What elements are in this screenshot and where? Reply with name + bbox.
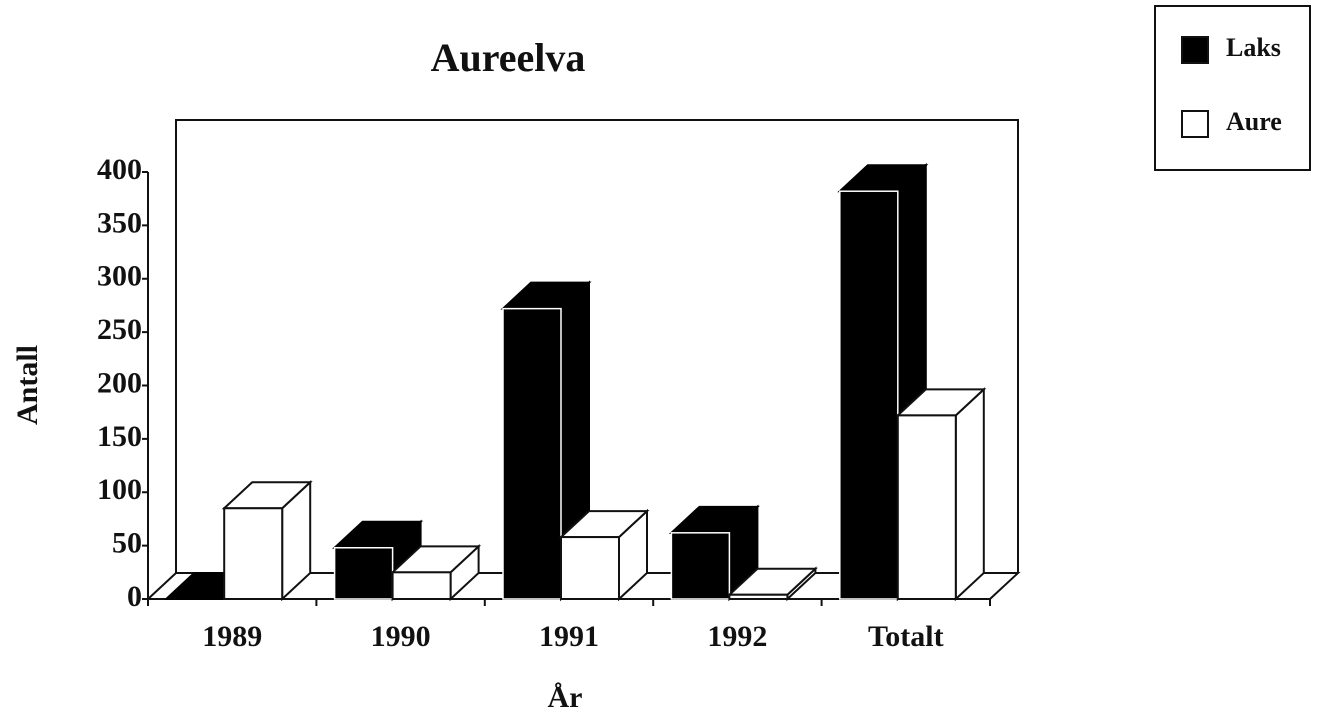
legend-box — [1154, 5, 1311, 171]
bar — [728, 593, 789, 600]
y-tick-label: 100 — [97, 473, 142, 506]
y-tick-label: 300 — [97, 260, 142, 293]
y-tick-label: 400 — [97, 153, 142, 186]
legend-label: Laks — [1226, 33, 1281, 62]
x-axis-label: År — [548, 681, 583, 714]
bar — [670, 532, 731, 600]
x-tick-label: 1989 — [202, 620, 262, 653]
legend-swatch — [1181, 110, 1209, 138]
x-tick-label: 1992 — [707, 620, 767, 653]
back-wall — [175, 119, 1019, 573]
chart-title: Aureelva — [431, 35, 586, 80]
y-axis-label: Antall — [11, 345, 44, 425]
y-tick-label: 350 — [97, 206, 142, 239]
bar — [333, 547, 394, 600]
bar — [839, 190, 899, 600]
y-tick-label: 200 — [97, 366, 142, 399]
bar-side — [954, 387, 985, 602]
legend-swatch — [1181, 36, 1209, 64]
y-tick-label: 250 — [97, 313, 142, 346]
y-tick-label: 0 — [127, 580, 142, 613]
bar — [896, 414, 957, 601]
x-tick-label: 1990 — [371, 620, 431, 653]
bar — [223, 507, 284, 601]
bar — [560, 536, 620, 601]
bar — [502, 307, 562, 600]
legend-label: Aure — [1226, 107, 1282, 136]
x-tick-label: Totalt — [868, 620, 944, 653]
x-tick-label: 1991 — [539, 620, 599, 653]
y-tick-label: 150 — [97, 420, 142, 453]
bar — [391, 571, 452, 600]
y-tick-label: 50 — [112, 527, 142, 560]
